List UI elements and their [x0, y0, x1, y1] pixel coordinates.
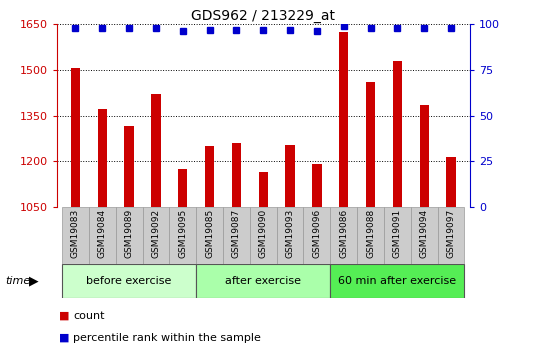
Title: GDS962 / 213229_at: GDS962 / 213229_at	[191, 9, 335, 23]
Bar	[393, 61, 402, 207]
Text: ■: ■	[59, 311, 70, 321]
Text: GSM19087: GSM19087	[232, 209, 241, 258]
Text: GSM19093: GSM19093	[286, 209, 295, 258]
Text: GSM19086: GSM19086	[339, 209, 348, 258]
Bar	[420, 105, 429, 207]
Bar	[259, 172, 268, 207]
Bar	[232, 143, 241, 207]
FancyBboxPatch shape	[437, 207, 464, 264]
FancyBboxPatch shape	[250, 207, 276, 264]
Bar	[339, 32, 348, 207]
Text: GSM19092: GSM19092	[151, 209, 160, 258]
FancyBboxPatch shape	[330, 207, 357, 264]
FancyBboxPatch shape	[357, 207, 384, 264]
FancyBboxPatch shape	[196, 207, 223, 264]
FancyBboxPatch shape	[62, 207, 89, 264]
Bar	[71, 68, 80, 207]
FancyBboxPatch shape	[330, 264, 464, 298]
Bar	[124, 126, 134, 207]
Text: GSM19091: GSM19091	[393, 209, 402, 258]
Bar	[98, 109, 107, 207]
Text: percentile rank within the sample: percentile rank within the sample	[73, 333, 261, 343]
Bar	[151, 94, 160, 207]
Text: GSM19090: GSM19090	[259, 209, 268, 258]
FancyBboxPatch shape	[116, 207, 143, 264]
Text: GSM19085: GSM19085	[205, 209, 214, 258]
Text: GSM19096: GSM19096	[313, 209, 321, 258]
FancyBboxPatch shape	[143, 207, 170, 264]
FancyBboxPatch shape	[384, 207, 411, 264]
Text: GSM19095: GSM19095	[178, 209, 187, 258]
FancyBboxPatch shape	[62, 264, 196, 298]
FancyBboxPatch shape	[196, 264, 330, 298]
FancyBboxPatch shape	[411, 207, 437, 264]
Text: GSM19083: GSM19083	[71, 209, 80, 258]
Text: GSM19094: GSM19094	[420, 209, 429, 258]
FancyBboxPatch shape	[170, 207, 196, 264]
FancyBboxPatch shape	[89, 207, 116, 264]
FancyBboxPatch shape	[223, 207, 250, 264]
Text: after exercise: after exercise	[225, 276, 301, 286]
Bar	[366, 82, 375, 207]
Bar	[178, 169, 187, 207]
Text: 60 min after exercise: 60 min after exercise	[339, 276, 456, 286]
Text: ■: ■	[59, 333, 70, 343]
Text: GSM19084: GSM19084	[98, 209, 107, 258]
Text: count: count	[73, 311, 104, 321]
Bar	[285, 145, 295, 207]
Text: GSM19097: GSM19097	[447, 209, 456, 258]
Text: time: time	[5, 276, 31, 286]
Text: before exercise: before exercise	[86, 276, 172, 286]
FancyBboxPatch shape	[303, 207, 330, 264]
Text: GSM19089: GSM19089	[125, 209, 133, 258]
Text: ▶: ▶	[29, 275, 39, 288]
Text: GSM19088: GSM19088	[366, 209, 375, 258]
Bar	[312, 164, 322, 207]
Bar	[205, 146, 214, 207]
Bar	[447, 157, 456, 207]
FancyBboxPatch shape	[276, 207, 303, 264]
